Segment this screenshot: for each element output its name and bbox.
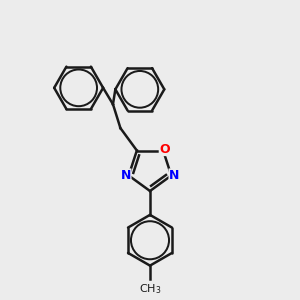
Text: N: N	[121, 169, 131, 182]
Text: O: O	[159, 142, 170, 155]
Text: CH$_3$: CH$_3$	[139, 283, 161, 296]
Text: N: N	[169, 169, 179, 182]
